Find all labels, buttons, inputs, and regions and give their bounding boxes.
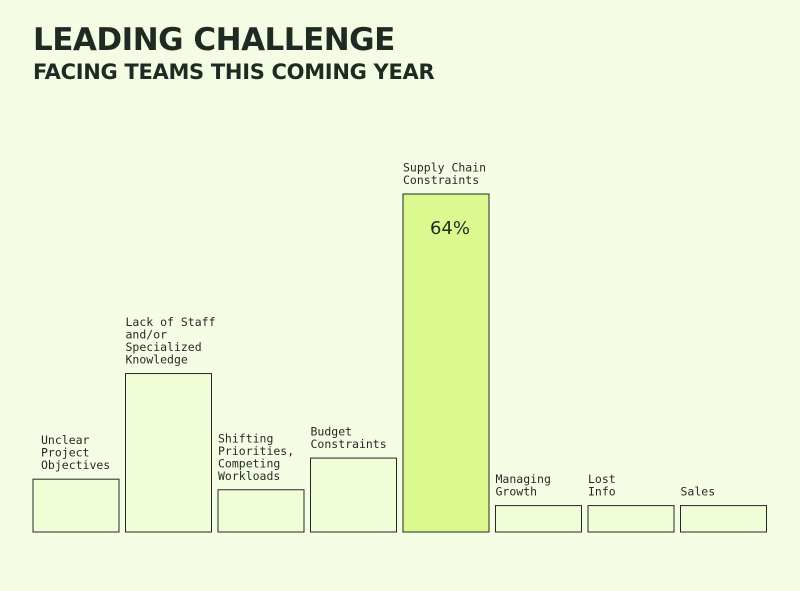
bar-0 [32,478,120,533]
chart-title: LEADING CHALLENGE [33,22,395,58]
bar-7 [680,505,767,533]
bar-group-6: Lost Info [587,472,675,533]
bar-group-1: Lack of Staff and/or Specialized Knowledge [125,315,216,533]
bar-4 [402,193,490,533]
bar-group-7: Sales [680,485,767,533]
value-label-4: 64% [430,218,470,239]
category-label-4: Supply Chain Constraints [403,161,486,188]
bar-1 [125,373,212,533]
category-label-7: Sales [681,485,716,499]
category-label-0: Unclear Project Objectives [41,433,110,472]
category-label-1: Lack of Staff and/or Specialized Knowledge [126,315,216,367]
bar-2 [217,489,305,533]
bar-6 [587,505,675,533]
bar-3 [310,457,397,533]
chart-subtitle: FACING TEAMS THIS COMING YEAR [33,60,435,84]
bar-group-2: Shifting Priorities, Competing Workloads [217,431,305,533]
category-label-6: Lost Info [588,472,616,499]
bar-group-5: Managing Growth [495,472,582,533]
category-label-3: Budget Constraints [311,425,387,452]
bar-group-0: Unclear Project Objectives [32,433,120,533]
bar-5 [495,505,582,533]
category-label-2: Shifting Priorities, Competing Workloads [218,431,294,483]
bar-group-4: Supply Chain Constraints 64% [402,161,490,533]
bar-group-3: Budget Constraints [310,425,397,533]
category-label-5: Managing Growth [496,472,551,499]
